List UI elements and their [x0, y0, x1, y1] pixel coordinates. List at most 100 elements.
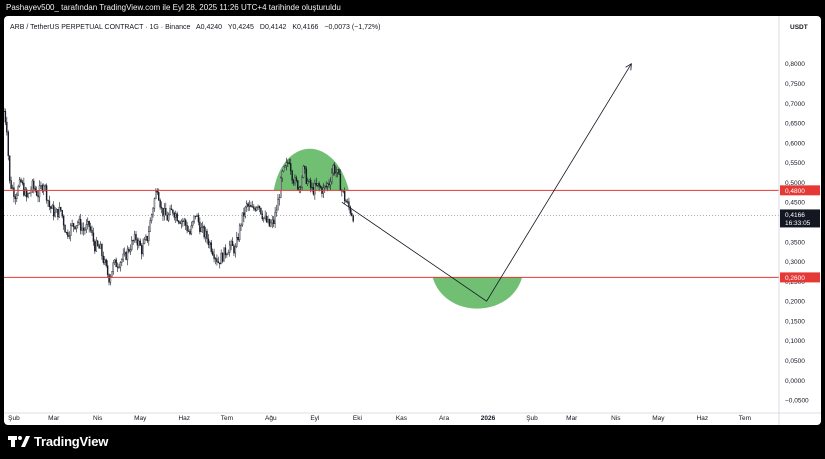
- candle-body: [88, 220, 90, 227]
- candle-body: [153, 198, 156, 209]
- price-candles: [4, 107, 354, 286]
- candle-body: [211, 251, 214, 255]
- candle-body: [258, 205, 261, 209]
- candle-body: [43, 185, 45, 192]
- x-tick-label: Ara: [439, 415, 450, 422]
- candle-body: [106, 265, 109, 275]
- candle-body: [214, 258, 217, 260]
- candle-body: [135, 234, 137, 240]
- candle-body: [194, 215, 197, 217]
- candle-body: [307, 181, 309, 184]
- y-tick-label: 0,7000: [785, 101, 805, 108]
- x-tick-label: Mar: [566, 415, 578, 422]
- candle-body: [301, 177, 303, 188]
- candle-body: [74, 226, 76, 230]
- candle-body: [40, 185, 42, 187]
- candle-body: [18, 179, 21, 187]
- candle-body: [228, 244, 231, 253]
- candle-body: [298, 187, 300, 190]
- candle-body: [264, 215, 266, 219]
- price-chart[interactable]: 0,8000 0,7500 0,7000 0,6500 0,6000 0,5500 0,50…: [4, 16, 821, 425]
- candle-body: [169, 208, 171, 215]
- y-tick-label: 0,4500: [785, 200, 805, 207]
- candle-body: [67, 232, 69, 237]
- candle-body: [166, 215, 168, 221]
- candle-body: [114, 259, 116, 263]
- candle-body: [183, 219, 185, 222]
- candle-body: [246, 203, 248, 208]
- candle-body: [254, 208, 256, 211]
- time-axis[interactable]: Şub Mar Nis May Haz Tem Ağu Eyl Eki Kas Ara 2026 Şub…: [4, 412, 821, 422]
- y-tick-label: 0,1500: [785, 318, 805, 325]
- candle-body: [7, 131, 9, 156]
- x-tick-label: Tem: [739, 415, 751, 422]
- y-tick-label: 0,0500: [785, 358, 805, 365]
- candle-body: [62, 216, 65, 226]
- candle-body: [309, 179, 312, 188]
- highlight-zone-2: [432, 277, 523, 309]
- candle-body: [91, 230, 93, 234]
- candle-body: [35, 190, 38, 196]
- candle-body: [311, 187, 313, 189]
- candle-body: [60, 206, 62, 211]
- candle-body: [236, 237, 238, 247]
- legend-symbol: ARB / TetherUS PERPETUAL CONTRACT · 1G ·…: [10, 24, 190, 31]
- candle-body: [105, 259, 107, 266]
- candle-body: [45, 185, 48, 201]
- candle-body: [328, 183, 330, 186]
- candle-body: [294, 177, 296, 184]
- projection-arrowhead: [625, 62, 632, 71]
- candle-body: [31, 180, 34, 191]
- candle-body: [87, 220, 89, 225]
- legend-close: K0,4166: [292, 24, 318, 31]
- candle-body: [145, 235, 147, 240]
- symbol-legend: ARB / TetherUS PERPETUAL CONTRACT · 1G ·…: [10, 24, 380, 31]
- candle-body: [92, 232, 95, 242]
- candle-body: [207, 238, 210, 245]
- candle-body: [234, 246, 237, 254]
- snapshot-caption: Pashayev500_ tarafından TradingView.com …: [0, 0, 825, 16]
- candle-body: [290, 163, 292, 172]
- candle-body: [57, 208, 59, 218]
- candle-body: [139, 240, 141, 246]
- y-tick-label: −0,0500: [785, 398, 809, 405]
- projection-path: [341, 63, 632, 302]
- candle-body: [64, 225, 66, 233]
- candle-body: [338, 169, 340, 175]
- candle-body: [260, 207, 262, 215]
- snapshot-caption-text: Pashayev500_ tarafından TradingView.com …: [6, 3, 341, 12]
- candle-body: [277, 199, 279, 211]
- candle-body: [197, 215, 200, 223]
- candle-body: [318, 183, 320, 187]
- x-tick-label: Nis: [93, 415, 103, 422]
- candle-body: [156, 190, 158, 193]
- candle-body: [352, 215, 354, 222]
- candle-body: [50, 206, 52, 209]
- candle-body: [251, 206, 254, 208]
- candle-body: [304, 165, 306, 170]
- candle-body: [180, 220, 183, 224]
- candle-body: [243, 212, 245, 217]
- candle-body: [78, 218, 80, 223]
- candle-body: [38, 185, 41, 198]
- level-price-tag-label: 0,2600: [785, 275, 805, 282]
- level-price-tag: [780, 272, 820, 283]
- candle-body: [170, 208, 173, 211]
- candle-body: [295, 177, 298, 181]
- candle-body: [343, 191, 346, 201]
- candle-body: [193, 215, 195, 222]
- candle-body: [336, 169, 339, 173]
- chart-panel[interactable]: 0,8000 0,7500 0,7000 0,6500 0,6000 0,5500 0,50…: [4, 16, 821, 425]
- y-tick-label: 0,0000: [785, 378, 805, 385]
- x-tick-label: Eki: [353, 415, 362, 422]
- candle-body: [6, 121, 8, 133]
- candle-body: [339, 173, 342, 192]
- candle-body: [348, 201, 350, 208]
- candle-body: [112, 262, 114, 272]
- candle-body: [291, 170, 293, 181]
- candle-body: [280, 177, 282, 198]
- candle-body: [109, 276, 112, 283]
- candle-body: [94, 241, 96, 252]
- candle-body: [71, 223, 73, 226]
- candle-body: [270, 222, 272, 227]
